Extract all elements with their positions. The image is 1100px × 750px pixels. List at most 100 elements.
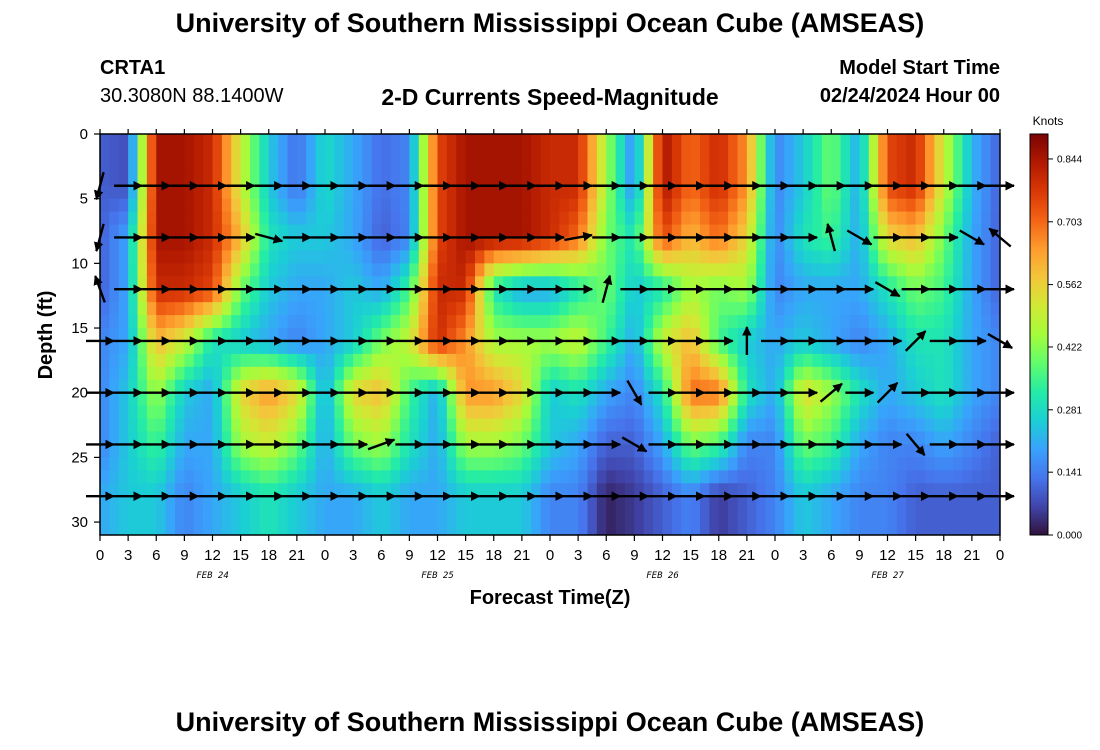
heatmap-cell [175,198,185,213]
heatmap-cell [221,340,232,355]
heatmap-cell [615,250,626,264]
heatmap-cell [540,353,551,368]
heatmap-cell [756,522,767,535]
heatmap-cell [859,276,870,290]
heatmap-cell [784,509,795,523]
heatmap-cell [859,496,870,510]
heatmap-cell [165,509,176,523]
heatmap-cell [278,379,289,394]
heatmap-cell [728,315,739,329]
heatmap-cell [775,379,785,394]
heatmap-cell [625,250,635,264]
heatmap-cell [371,366,382,381]
heatmap-cell [334,172,345,187]
heatmap-cell [718,211,729,226]
heatmap-cell [184,340,195,355]
heatmap-cell [231,418,242,433]
heatmap-cell [268,276,279,290]
heatmap-cell [465,366,476,381]
heatmap-cell [896,315,907,329]
heatmap-cell [681,134,692,148]
heatmap-cell [925,366,935,381]
heatmap-cell [643,250,654,264]
heatmap-cell [531,185,542,200]
heatmap-cell [840,289,851,303]
heatmap-cell [596,198,607,213]
x-tick-label: 9 [405,547,413,564]
heatmap-cell [953,198,964,213]
heatmap-cell [718,522,729,535]
heatmap-cell [559,340,570,355]
heatmap-cell [484,302,495,316]
heatmap-cell [315,418,326,433]
heatmap-cell [203,172,214,187]
heatmap-cell [418,146,429,161]
heatmap-cell [925,172,935,187]
heatmap-cell [812,302,823,316]
heatmap-cell [962,302,973,316]
heatmap-cell [690,418,701,433]
heatmap-cell [578,276,589,290]
heatmap-cell [156,302,167,316]
heatmap-cell [531,315,542,329]
station-coordinates: 30.3080N 88.1400W [100,85,284,107]
heatmap-cell [662,146,673,161]
heatmap-cell [231,211,242,226]
heatmap-cell [756,134,767,148]
heatmap-cell [287,172,298,187]
heatmap-cell [840,405,851,420]
heatmap-cell [728,353,739,368]
heatmap-cell [803,159,814,174]
heatmap-cell [878,431,889,446]
heatmap-cell [118,522,129,535]
heatmap-cell [775,198,785,213]
heatmap-cell [887,134,898,148]
heatmap-cell [821,483,832,497]
heatmap-cell [531,263,542,277]
heatmap-cell [315,431,326,446]
heatmap-cell [165,237,176,252]
heatmap-cell [653,470,664,484]
heatmap-cell [156,276,167,290]
heatmap-cell [896,431,907,446]
heatmap-cell [137,509,148,523]
heatmap-cell [700,379,710,394]
heatmap-cell [812,431,823,446]
heatmap-cell [475,431,485,446]
heatmap-cell [728,289,739,303]
heatmap-cell [343,405,354,420]
heatmap-cell [653,159,664,174]
heatmap-cell [653,405,664,420]
heatmap-cell [634,379,645,394]
heatmap-cell [212,315,223,329]
heatmap-cell [812,211,823,226]
heatmap-cell [109,379,120,394]
heatmap-cell [775,444,785,458]
heatmap-cell [906,522,917,535]
heatmap-cell [765,444,776,458]
heatmap-cell [943,353,954,368]
heatmap-cell [165,496,176,510]
heatmap-cell [456,522,467,535]
heatmap-cell [381,379,392,394]
heatmap-cell [671,483,682,497]
heatmap-cell [278,159,289,174]
heatmap-cell [109,470,120,484]
heatmap-cell [156,483,167,497]
heatmap-cell [568,328,579,342]
heatmap-cell [850,392,860,407]
heatmap-cell [109,483,120,497]
heatmap-cell [503,366,514,381]
heatmap-cell [756,328,767,342]
heatmap-cell [409,379,420,394]
heatmap-cell [531,134,542,148]
heatmap-cell [765,340,776,355]
heatmap-cell [943,340,954,355]
heatmap-cell [259,405,270,420]
heatmap-cell [587,237,598,252]
heatmap-cell [784,134,795,148]
heatmap-cell [428,444,439,458]
heatmap-cell [493,237,504,252]
heatmap-cell [990,340,1000,355]
heatmap-cell [662,250,673,264]
